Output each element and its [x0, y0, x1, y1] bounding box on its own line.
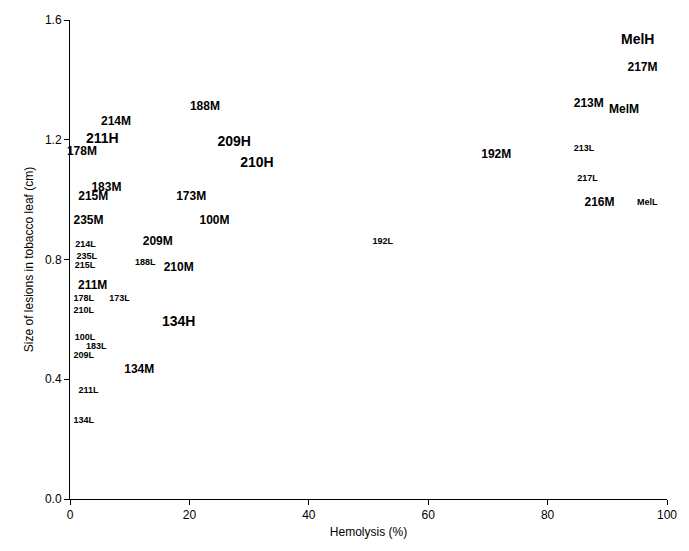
svg-text:215M: 215M [78, 189, 108, 203]
svg-text:134L: 134L [73, 415, 94, 425]
svg-text:210H: 210H [240, 154, 273, 170]
svg-text:214M: 214M [101, 114, 131, 128]
svg-text:213L: 213L [574, 143, 595, 153]
svg-text:Hemolysis (%): Hemolysis (%) [330, 525, 407, 539]
svg-text:1.2: 1.2 [45, 133, 62, 147]
svg-text:235L: 235L [76, 251, 97, 261]
svg-text:210M: 210M [164, 260, 194, 274]
svg-text:210L: 210L [73, 305, 94, 315]
svg-text:173L: 173L [109, 293, 130, 303]
svg-text:216M: 216M [585, 195, 615, 209]
svg-text:0: 0 [67, 508, 74, 522]
svg-text:100: 100 [657, 508, 677, 522]
svg-text:178M: 178M [67, 144, 97, 158]
svg-text:211L: 211L [78, 385, 99, 395]
svg-text:MelH: MelH [621, 31, 654, 47]
svg-text:211M: 211M [78, 278, 107, 292]
svg-text:Size of lesions in tobacco lea: Size of lesions in tobacco leaf (cm) [22, 167, 36, 352]
svg-text:217L: 217L [577, 173, 598, 183]
svg-text:0.8: 0.8 [45, 253, 62, 267]
svg-text:134H: 134H [162, 313, 195, 329]
svg-text:183M: 183M [91, 180, 121, 194]
svg-text:211H: 211H [86, 130, 119, 146]
svg-text:20: 20 [183, 508, 197, 522]
svg-text:209M: 209M [143, 234, 173, 248]
svg-text:209H: 209H [217, 133, 250, 149]
svg-text:235M: 235M [73, 213, 103, 227]
svg-text:188M: 188M [190, 99, 220, 113]
svg-text:214L: 214L [75, 239, 96, 249]
svg-text:MelM: MelM [609, 102, 639, 116]
svg-text:0.4: 0.4 [45, 372, 62, 386]
svg-text:215L: 215L [75, 260, 96, 270]
svg-text:178L: 178L [73, 293, 94, 303]
svg-text:209L: 209L [73, 350, 94, 360]
svg-text:40: 40 [302, 508, 316, 522]
svg-text:100L: 100L [75, 332, 96, 342]
svg-text:100M: 100M [199, 213, 229, 227]
svg-text:213M: 213M [574, 96, 604, 110]
svg-text:MelL: MelL [637, 197, 658, 207]
svg-text:188L: 188L [135, 257, 156, 267]
svg-text:60: 60 [422, 508, 436, 522]
svg-text:134M: 134M [124, 362, 154, 376]
svg-text:0.0: 0.0 [45, 492, 62, 506]
svg-text:80: 80 [541, 508, 555, 522]
svg-text:183L: 183L [86, 341, 107, 351]
svg-text:1.6: 1.6 [45, 13, 62, 27]
svg-text:192L: 192L [373, 236, 394, 246]
svg-text:192M: 192M [481, 147, 511, 161]
svg-text:173M: 173M [176, 189, 206, 203]
svg-text:217M: 217M [628, 60, 658, 74]
